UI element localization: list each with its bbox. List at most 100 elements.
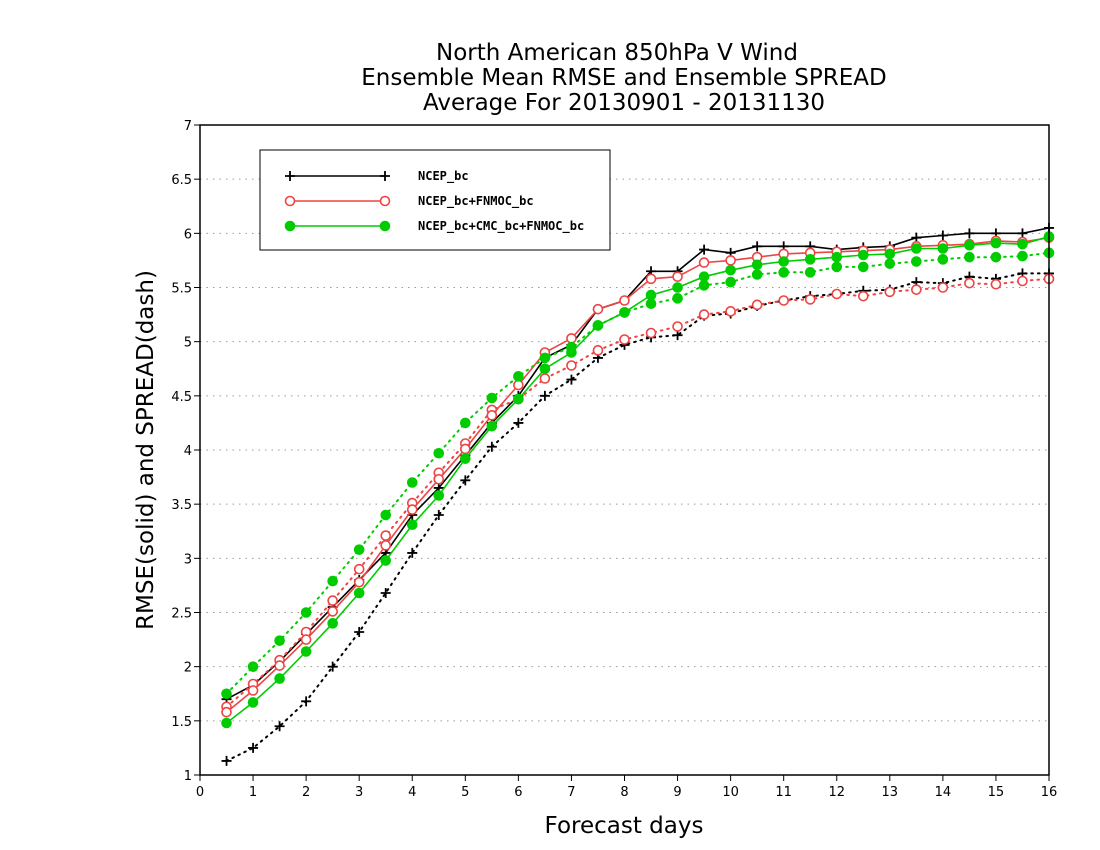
ncep-bc-cmc-bc-fnmoc-bc-spread-point bbox=[778, 267, 789, 278]
series-ncep-bc-fnmoc-bc bbox=[221, 232, 1055, 718]
ncep-bc-fnmoc-bc-spread-point bbox=[619, 334, 630, 345]
legend-label: NCEP_bc+CMC_bc+FNMOC_bc bbox=[418, 219, 584, 234]
x-tick-label: 8 bbox=[620, 785, 628, 800]
legend-item-ncep-bc-fnmoc-bc: NCEP_bc+FNMOC_bc bbox=[284, 194, 534, 209]
ncep-bc-cmc-bc-fnmoc-bc-spread-point bbox=[964, 251, 975, 263]
ncep-bc-spread-point bbox=[221, 755, 232, 766]
ncep-bc-cmc-bc-fnmoc-bc-spread-point bbox=[221, 688, 232, 700]
title-line-2: Ensemble Mean RMSE and Ensemble SPREAD bbox=[361, 65, 886, 91]
x-tick-label: 3 bbox=[355, 785, 363, 800]
y-tick-label: 5 bbox=[184, 336, 192, 351]
ncep-bc-fnmoc-bc-rmse-point bbox=[327, 606, 338, 617]
ncep-bc-spread-point bbox=[327, 661, 338, 672]
chart-title: North American 850hPa V Wind Ensemble Me… bbox=[361, 40, 886, 116]
ncep-bc-spread-point bbox=[380, 588, 391, 598]
ncep-bc-fnmoc-bc-rmse-point bbox=[406, 504, 418, 515]
ncep-bc-spread-point bbox=[460, 475, 471, 486]
x-tick-label: 2 bbox=[302, 785, 310, 800]
plot-frame bbox=[199, 124, 1050, 776]
ncep-bc-fnmoc-bc-spread-point bbox=[380, 530, 392, 541]
ncep-bc-cmc-bc-fnmoc-bc-spread-point bbox=[698, 280, 710, 291]
ncep-bc-rmse-point bbox=[699, 244, 710, 255]
ncep-bc-cmc-bc-fnmoc-bc-rmse-point bbox=[751, 259, 763, 271]
ncep-bc-spread-point bbox=[486, 441, 497, 452]
ncep-bc-fnmoc-bc-rmse-point bbox=[247, 685, 259, 696]
ncep-bc-cmc-bc-fnmoc-bc-rmse-point bbox=[831, 251, 843, 263]
ncep-bc-rmse-point bbox=[911, 232, 922, 243]
legend-box bbox=[259, 149, 611, 251]
ncep-bc-fnmoc-bc-spread-point bbox=[911, 284, 922, 295]
ncep-bc-fnmoc-bc-rmse-line bbox=[225, 236, 1050, 713]
ncep-bc-fnmoc-bc-rmse-point bbox=[300, 634, 312, 645]
x-axis-title: Forecast days bbox=[545, 813, 704, 839]
ncep-bc-cmc-bc-fnmoc-bc-spread-point bbox=[460, 417, 471, 429]
ncep-bc-cmc-bc-fnmoc-bc-spread-point bbox=[937, 254, 949, 265]
ncep-bc-fnmoc-bc-rmse-point bbox=[460, 443, 471, 455]
ncep-bc-cmc-bc-fnmoc-bc-spread-point bbox=[645, 298, 657, 310]
ncep-bc-fnmoc-bc-spread-point bbox=[566, 360, 577, 371]
ncep-bc-spread-point bbox=[513, 417, 524, 428]
ncep-bc-cmc-bc-fnmoc-bc-rmse-point bbox=[566, 347, 577, 358]
ncep-bc-cmc-bc-fnmoc-bc-rmse-point bbox=[353, 587, 365, 599]
y-tick-label: 4 bbox=[184, 444, 192, 459]
ncep-bc-fnmoc-bc-spread-point bbox=[990, 278, 1002, 290]
legend-label: NCEP_bc bbox=[418, 169, 469, 184]
legend-label: NCEP_bc+FNMOC_bc bbox=[418, 194, 534, 209]
ncep-bc-cmc-bc-fnmoc-bc-rmse-point bbox=[698, 271, 710, 282]
ncep-bc-cmc-bc-fnmoc-bc-rmse-point bbox=[725, 264, 736, 276]
ncep-bc-cmc-bc-fnmoc-bc-spread-point bbox=[353, 544, 365, 555]
x-tick-label: 12 bbox=[828, 785, 845, 800]
ncep-bc-cmc-bc-fnmoc-bc-rmse-point bbox=[433, 490, 445, 501]
x-tick-label: 6 bbox=[514, 785, 522, 800]
x-tick-label: 13 bbox=[882, 785, 899, 800]
ncep-bc-cmc-bc-fnmoc-bc-rmse-point bbox=[964, 239, 975, 251]
ncep-bc-cmc-bc-fnmoc-bc-rmse-point bbox=[221, 717, 232, 729]
ncep-bc-cmc-bc-fnmoc-bc-spread-point bbox=[672, 293, 683, 304]
ncep-bc-cmc-bc-fnmoc-bc-spread-point bbox=[380, 509, 392, 521]
ncep-bc-cmc-bc-fnmoc-bc-spread-point bbox=[751, 269, 763, 280]
legend: NCEP_bc NCEP_bc+FNMOC_bc NCEP_bc+CMC_bc+FN… bbox=[259, 149, 611, 251]
y-tick-label: 3.5 bbox=[171, 498, 192, 513]
ncep-bc-cmc-bc-fnmoc-bc-rmse-point bbox=[300, 646, 312, 657]
x-tick-label: 9 bbox=[673, 785, 681, 800]
ncep-bc-cmc-bc-fnmoc-bc-rmse-point bbox=[645, 289, 657, 301]
ncep-bc-fnmoc-bc-rmse-point bbox=[566, 333, 577, 344]
y-tick-label: 5.5 bbox=[171, 282, 192, 297]
ncep-bc-cmc-bc-fnmoc-bc-rmse-point bbox=[937, 243, 949, 254]
ncep-bc-cmc-bc-fnmoc-bc-rmse-point bbox=[539, 363, 551, 375]
ncep-bc-cmc-bc-fnmoc-bc-rmse-point bbox=[884, 248, 896, 260]
ncep-bc-cmc-bc-fnmoc-bc-rmse-point bbox=[1017, 238, 1028, 250]
ncep-bc-fnmoc-bc-spread-point bbox=[964, 277, 975, 289]
series-ncep-bc-cmc-bc-fnmoc-bc bbox=[221, 231, 1055, 729]
legend-entries: NCEP_bc NCEP_bc+FNMOC_bc NCEP_bc+CMC_bc+FN… bbox=[284, 169, 584, 234]
y-tick-label: 2 bbox=[184, 661, 192, 676]
ncep-bc-spread-point bbox=[301, 696, 312, 707]
ncep-bc-rmse-line bbox=[226, 227, 1050, 700]
ncep-bc-fnmoc-bc-spread-point bbox=[698, 309, 710, 320]
ncep-bc-cmc-bc-fnmoc-bc-rmse-point bbox=[247, 697, 259, 708]
ncep-bc-fnmoc-bc-rmse-point bbox=[380, 540, 392, 551]
x-tick-label: 16 bbox=[1041, 785, 1058, 800]
ncep-bc-fnmoc-bc-rmse-point bbox=[486, 410, 498, 421]
ncep-bc-cmc-bc-fnmoc-bc-spread-point bbox=[247, 661, 259, 672]
ncep-bc-spread-point bbox=[407, 547, 418, 558]
ncep-bc-fnmoc-bc-rmse-point bbox=[274, 660, 285, 671]
ncep-bc-cmc-bc-fnmoc-bc-spread-line bbox=[225, 251, 1050, 695]
ncep-bc-fnmoc-bc-spread-point bbox=[327, 595, 338, 606]
ncep-bc-fnmoc-bc-spread-point bbox=[1017, 275, 1028, 287]
ncep-bc-spread-point bbox=[566, 374, 577, 385]
ncep-bc-cmc-bc-fnmoc-bc-spread-point bbox=[1017, 250, 1028, 262]
ncep-bc-fnmoc-bc-spread-point bbox=[884, 286, 896, 298]
ncep-bc-rmse-point bbox=[937, 230, 948, 241]
ncep-bc-fnmoc-bc-rmse-point bbox=[645, 273, 657, 285]
ncep-bc-fnmoc-bc-spread-point bbox=[539, 373, 551, 384]
legend-marker bbox=[284, 195, 296, 207]
ncep-bc-rmse-point bbox=[964, 228, 975, 239]
ncep-bc-cmc-bc-fnmoc-bc-rmse-point bbox=[857, 249, 869, 261]
ncep-bc-fnmoc-bc-rmse-point bbox=[433, 473, 445, 485]
legend-marker bbox=[379, 195, 391, 207]
x-tick-label: 7 bbox=[567, 785, 575, 800]
x-tick-label: 14 bbox=[935, 785, 952, 800]
x-tick-label: 15 bbox=[988, 785, 1005, 800]
ncep-bc-spread-point bbox=[539, 390, 550, 401]
